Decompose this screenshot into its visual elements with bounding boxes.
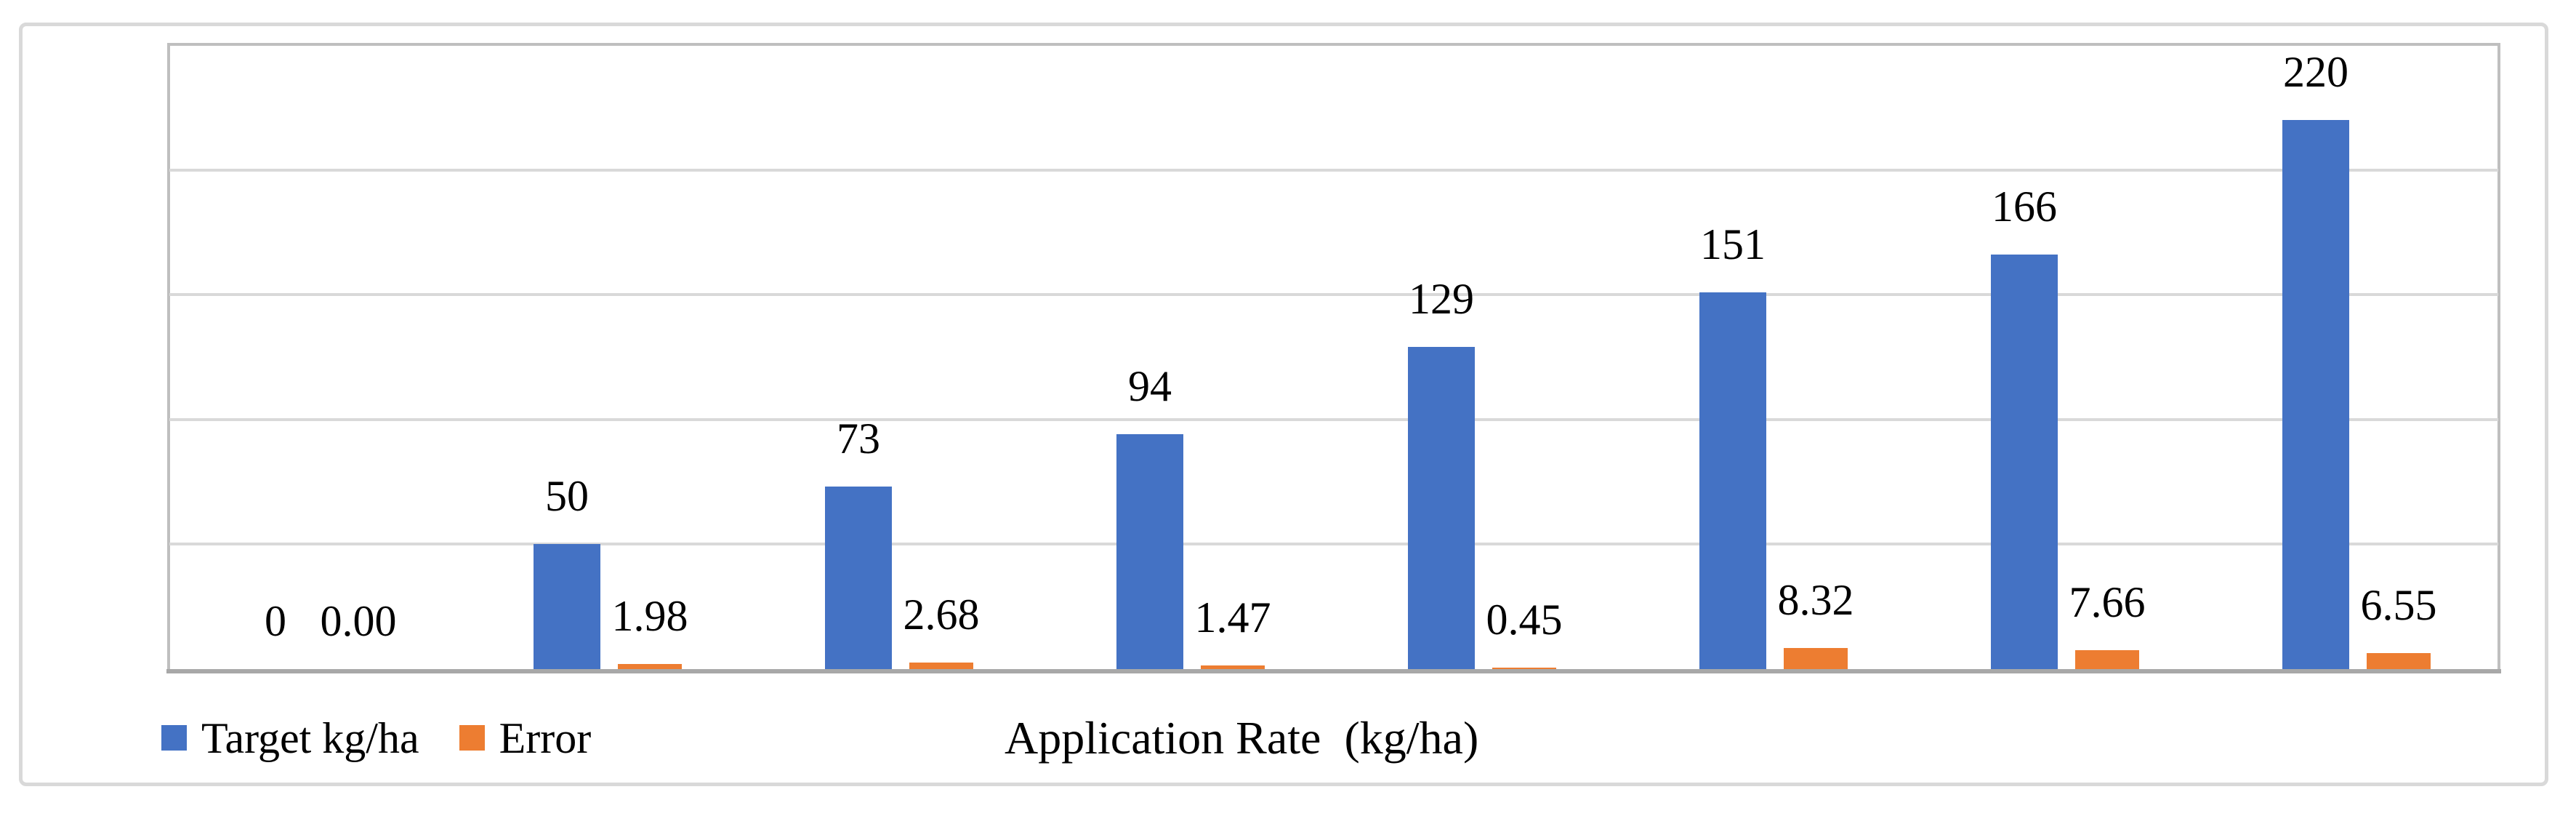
gridline-y-150 bbox=[169, 293, 2498, 297]
gridline-y-50 bbox=[169, 543, 2498, 546]
data-label-error-5: 0.45 bbox=[1486, 596, 1563, 644]
x-axis-title: Application Rate (kg/ha) bbox=[1005, 712, 1479, 764]
data-label-error-3: 2.68 bbox=[903, 591, 980, 639]
data-label-error-1: 0.00 bbox=[320, 597, 397, 645]
data-label-target-7: 166 bbox=[1992, 183, 2057, 231]
bar-target-2 bbox=[534, 544, 600, 669]
legend: Target kg/ha Error bbox=[161, 714, 591, 762]
plot-border-right bbox=[2497, 45, 2500, 669]
data-label-target-8: 220 bbox=[2283, 48, 2348, 96]
bar-target-5 bbox=[1408, 347, 1475, 669]
legend-swatch-target bbox=[161, 725, 187, 751]
plot-border-top bbox=[167, 43, 2500, 46]
gridline-y-100 bbox=[169, 417, 2498, 421]
data-label-target-6: 151 bbox=[1700, 220, 1766, 268]
data-label-target-5: 129 bbox=[1409, 275, 1474, 323]
bar-target-6 bbox=[1699, 292, 1766, 669]
bar-target-7 bbox=[1991, 255, 2058, 669]
legend-label-target: Target kg/ha bbox=[201, 714, 419, 762]
bar-error-7 bbox=[2075, 650, 2139, 669]
bar-error-5 bbox=[1492, 668, 1556, 669]
bar-target-4 bbox=[1116, 434, 1183, 669]
legend-item-error: Error bbox=[459, 714, 592, 762]
plot-area: 0 0.00 50 1.98 73 2.68 94 1.47 129 0.45 151 8.32 166… bbox=[169, 45, 2498, 669]
gridline-y-200 bbox=[169, 168, 2498, 172]
bar-error-3 bbox=[909, 663, 973, 669]
legend-swatch-error bbox=[459, 725, 485, 751]
data-label-target-3: 73 bbox=[837, 415, 880, 463]
data-label-target-2: 50 bbox=[545, 472, 589, 520]
data-label-error-6: 8.32 bbox=[1777, 576, 1854, 624]
x-axis-line bbox=[166, 669, 2501, 673]
data-label-error-8: 6.55 bbox=[2360, 581, 2437, 629]
bar-error-2 bbox=[618, 664, 682, 669]
data-label-error-2: 1.98 bbox=[611, 592, 688, 640]
legend-item-target: Target kg/ha bbox=[161, 714, 419, 762]
plot-border-left bbox=[167, 45, 170, 669]
bar-target-3 bbox=[825, 487, 892, 669]
bar-error-4 bbox=[1201, 665, 1265, 669]
data-label-target-4: 94 bbox=[1128, 362, 1172, 410]
data-label-error-7: 7.66 bbox=[2069, 578, 2146, 626]
data-label-error-4: 1.47 bbox=[1194, 593, 1271, 641]
data-label-target-1: 0 bbox=[265, 597, 286, 645]
legend-label-error: Error bbox=[499, 714, 592, 762]
bar-error-8 bbox=[2367, 653, 2431, 669]
bar-target-8 bbox=[2282, 120, 2349, 669]
bar-error-6 bbox=[1784, 648, 1848, 669]
